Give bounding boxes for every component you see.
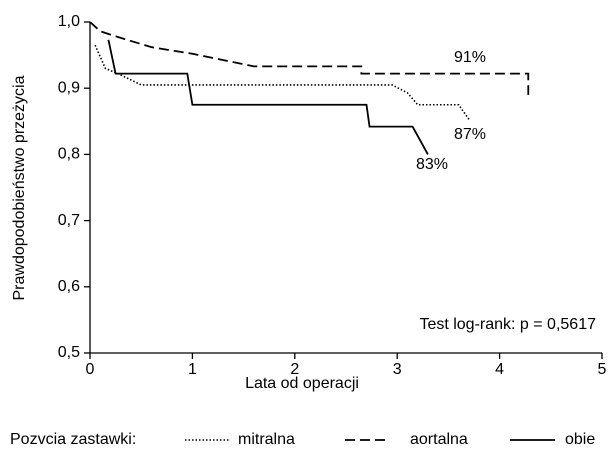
x-tick-label: 3	[393, 361, 402, 378]
legend-title: Pozvcia zastawki:	[10, 431, 136, 448]
y-tick-label: 0,9	[58, 79, 80, 96]
y-tick-label: 0,8	[58, 146, 80, 163]
series-line	[107, 39, 429, 155]
y-tick-label: 0,5	[58, 344, 80, 361]
y-axis-label: Prawdopodobieństwo przeżycia	[11, 75, 28, 300]
annotation: 91%	[454, 49, 486, 66]
x-tick-label: 0	[86, 361, 95, 378]
y-tick-label: 1,0	[58, 13, 80, 30]
x-tick-label: 4	[495, 361, 504, 378]
annotation: Test log-rank: p = 0,5617	[419, 316, 596, 333]
x-axis-label: Lata od operacji	[245, 375, 359, 392]
y-tick-label: 0,7	[58, 212, 80, 229]
legend-label: aortalna	[410, 431, 468, 448]
x-tick-label: 2	[290, 361, 299, 378]
series-line	[94, 44, 470, 120]
annotation: 87%	[454, 126, 486, 143]
y-tick-label: 0,6	[58, 278, 80, 295]
x-tick-label: 5	[598, 361, 607, 378]
legend-label: obie	[565, 431, 595, 448]
x-tick-label: 1	[188, 361, 197, 378]
annotation: 83%	[416, 156, 448, 173]
series-line	[89, 21, 530, 95]
legend-label: mitralna	[238, 431, 295, 448]
